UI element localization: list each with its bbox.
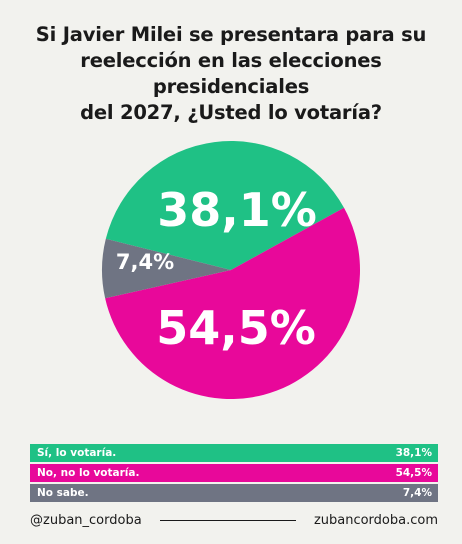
legend-value: 54,5% bbox=[395, 467, 432, 479]
legend: Sí, lo votaría. 38,1% No, no lo votaría.… bbox=[30, 444, 438, 504]
title-line-3: del 2027, ¿Usted lo votaría? bbox=[80, 101, 382, 124]
social-handle: @zuban_cordoba bbox=[30, 512, 142, 528]
website-link[interactable]: zubancordoba.com bbox=[313, 512, 438, 528]
slice-label-no-sabe: 7,4% bbox=[116, 250, 174, 274]
slice-label-si: 38,1% bbox=[157, 183, 317, 237]
footer-divider bbox=[159, 519, 296, 521]
chart-title: Si Javier Milei se presentara para su re… bbox=[16, 22, 446, 126]
pie-chart: 38,1% 54,5% 7,4% bbox=[102, 140, 361, 400]
title-line-1: Si Javier Milei se presentara para su bbox=[35, 23, 427, 46]
slice-no bbox=[105, 207, 361, 400]
legend-value: 38,1% bbox=[395, 447, 432, 459]
slice-label-no: 54,5% bbox=[156, 301, 316, 355]
legend-row-si: Sí, lo votaría. 38,1% bbox=[30, 444, 438, 462]
legend-label: No, no lo votaría. bbox=[37, 467, 140, 479]
slice-si bbox=[105, 140, 344, 270]
title-line-2: reelección en las elecciones presidencia… bbox=[80, 49, 382, 98]
legend-row-no-sabe: No sabe. 7,4% bbox=[30, 484, 438, 502]
slice-no-sabe bbox=[102, 238, 231, 299]
legend-label: Sí, lo votaría. bbox=[37, 447, 117, 459]
footer: @zuban_cordoba zubancordoba.com bbox=[30, 511, 438, 529]
legend-value: 7,4% bbox=[402, 487, 432, 499]
legend-label: No sabe. bbox=[37, 487, 89, 499]
legend-row-no: No, no lo votaría. 54,5% bbox=[30, 464, 438, 482]
